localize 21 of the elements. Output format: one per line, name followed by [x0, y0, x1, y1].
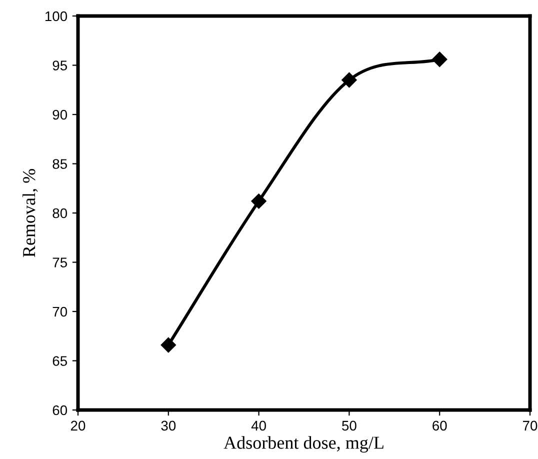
y-tick-label: 70: [52, 306, 68, 317]
x-tick-label: 70: [522, 420, 538, 431]
point: [342, 72, 357, 88]
y-tick-label: 75: [52, 258, 68, 268]
x-tick-label: 60: [432, 420, 447, 431]
y-tick-label: 100: [45, 11, 68, 22]
y-tick-label: 65: [52, 356, 68, 366]
x-tick-label: 20: [70, 420, 86, 431]
y-axis-title: Removal, %: [22, 168, 38, 258]
y-tick-label: 90: [52, 110, 68, 120]
x-tick-label: 30: [161, 420, 176, 431]
point: [432, 52, 448, 67]
y-tick-label: 60: [52, 405, 68, 416]
x-axis-title: Adsorbent dose, mg/L: [224, 436, 384, 453]
y-tick-label: 85: [52, 159, 68, 169]
x-tick-label: 50: [342, 420, 356, 431]
point: [160, 337, 176, 353]
x-tick-label: 40: [251, 420, 266, 431]
y-tick-label: 80: [52, 208, 68, 218]
point: [251, 194, 266, 209]
y-tick-label: 95: [52, 60, 68, 70]
